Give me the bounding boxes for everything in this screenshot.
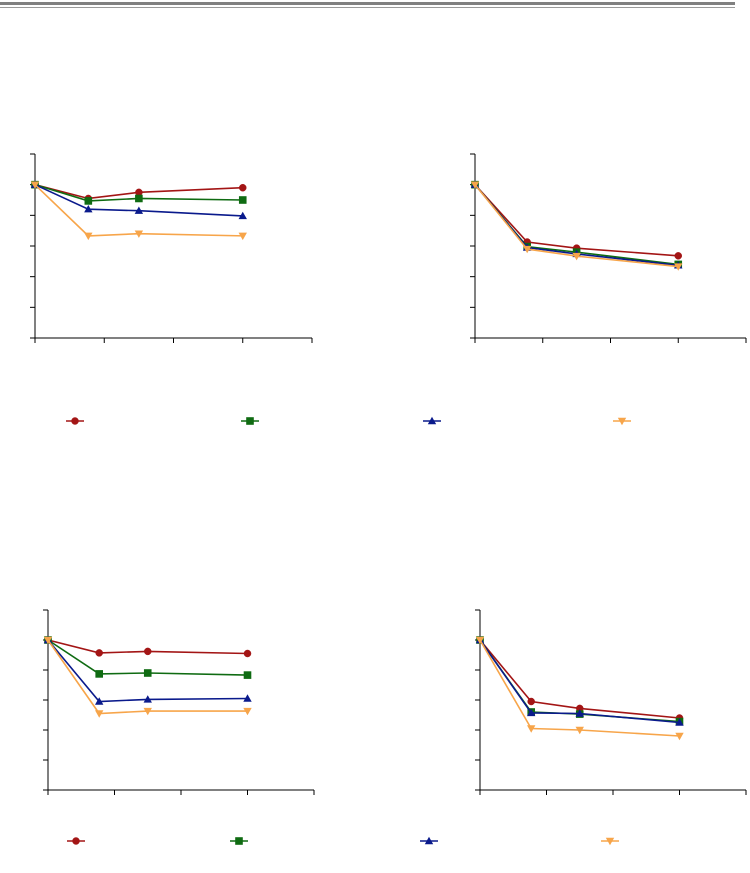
series-1-point bbox=[239, 183, 247, 192]
chart-bottom-left bbox=[43, 609, 315, 795]
series-3-point bbox=[575, 709, 584, 717]
legend-swatch-marker bbox=[617, 417, 627, 426]
series-line-3 bbox=[47, 639, 248, 703]
series-3-point bbox=[95, 697, 104, 705]
series-3-point bbox=[675, 718, 684, 726]
legend-swatch-marker bbox=[72, 837, 80, 845]
legend-swatch bbox=[601, 837, 619, 846]
series-line-2 bbox=[34, 183, 243, 202]
legend-item bbox=[230, 833, 260, 847]
series-4-point bbox=[238, 232, 247, 241]
series-2-point bbox=[143, 669, 152, 677]
series-line-1 bbox=[474, 184, 679, 257]
legend-swatch-marker bbox=[605, 837, 615, 846]
legend-item bbox=[423, 413, 453, 427]
legend-item bbox=[613, 413, 643, 427]
series-4-point bbox=[522, 245, 532, 254]
legend-swatch bbox=[423, 416, 441, 425]
series-2-point bbox=[135, 194, 143, 203]
series-line-2 bbox=[47, 639, 248, 676]
series-line-4 bbox=[474, 184, 679, 268]
series-1-point bbox=[674, 252, 682, 260]
series-4-point bbox=[674, 263, 683, 271]
legend-bottom bbox=[0, 833, 750, 849]
legend-swatch-marker bbox=[424, 836, 434, 845]
series-4-point bbox=[95, 710, 104, 718]
series-4-point bbox=[30, 181, 40, 189]
series-1-point bbox=[95, 649, 103, 657]
chart-top-left bbox=[30, 153, 313, 343]
series-1-point bbox=[144, 647, 152, 656]
series-2-point bbox=[238, 196, 247, 204]
series-line-4 bbox=[479, 639, 680, 737]
legend-swatch bbox=[67, 837, 85, 845]
legend-swatch-marker bbox=[246, 417, 254, 425]
chart-top-right bbox=[470, 153, 747, 343]
legend-top bbox=[0, 413, 750, 429]
series-4-point bbox=[43, 636, 53, 645]
series-3-point bbox=[243, 694, 252, 702]
series-1-point bbox=[527, 697, 535, 706]
legend-item bbox=[420, 833, 450, 847]
legend-swatch-marker bbox=[235, 837, 243, 845]
legend-swatch bbox=[420, 836, 438, 845]
series-3-point bbox=[238, 211, 247, 220]
series-line-3 bbox=[479, 639, 680, 724]
series-4-point bbox=[470, 181, 480, 189]
header-rule-thin bbox=[0, 7, 735, 8]
series-3-point bbox=[527, 708, 536, 717]
series-line-1 bbox=[479, 639, 680, 719]
series-2-point bbox=[84, 197, 93, 205]
series-4-point bbox=[572, 252, 581, 261]
legend-swatch bbox=[66, 417, 84, 425]
series-1-point bbox=[243, 649, 252, 658]
header-rule bbox=[0, 0, 735, 10]
legend-swatch bbox=[241, 417, 259, 425]
legend-item bbox=[67, 833, 97, 847]
series-4-point bbox=[84, 232, 93, 241]
chart-bottom-right bbox=[475, 609, 747, 795]
series-4-point bbox=[527, 725, 536, 733]
legend-swatch bbox=[613, 417, 631, 426]
series-line-4 bbox=[47, 639, 248, 715]
legend-swatch-marker bbox=[427, 416, 437, 425]
series-3-point bbox=[84, 205, 93, 213]
series-line-3 bbox=[34, 183, 243, 217]
series-3-point bbox=[143, 695, 152, 703]
legend-swatch-marker bbox=[71, 417, 79, 425]
series-4-point bbox=[134, 230, 144, 238]
series-2-point bbox=[95, 670, 104, 678]
header-rule-thick bbox=[0, 2, 735, 5]
legend-item bbox=[601, 833, 631, 847]
series-4-point bbox=[143, 707, 152, 716]
series-3-point bbox=[134, 206, 144, 214]
series-line-4 bbox=[34, 184, 243, 237]
series-4-point bbox=[575, 726, 584, 735]
series-4-point bbox=[475, 636, 485, 645]
series-2-point bbox=[243, 671, 252, 679]
series-line-1 bbox=[47, 639, 248, 655]
series-4-point bbox=[675, 732, 684, 741]
legend-item bbox=[66, 413, 96, 427]
legend-swatch bbox=[230, 837, 248, 845]
series-4-point bbox=[243, 707, 252, 716]
legend-item bbox=[241, 413, 271, 427]
series-line-1 bbox=[34, 183, 243, 200]
